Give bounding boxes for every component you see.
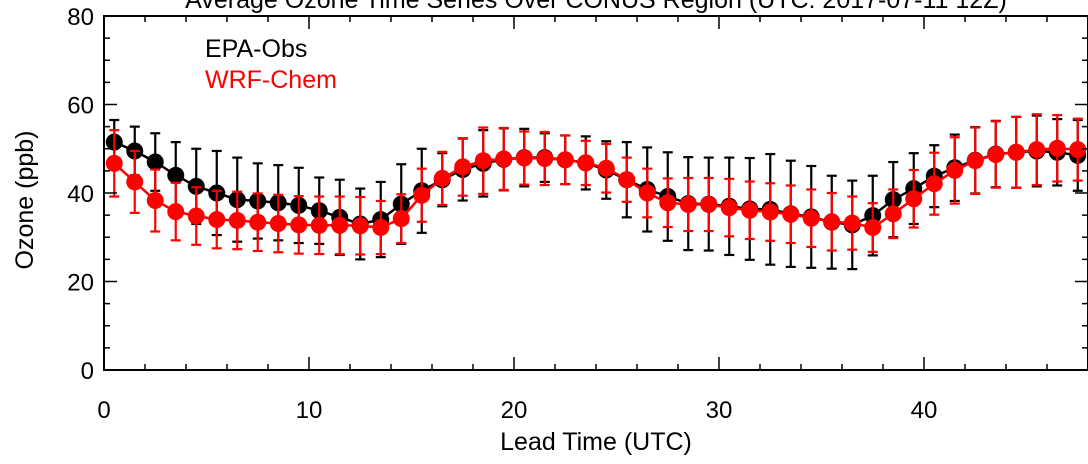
data-point-wrf-chem	[392, 210, 410, 228]
y-axis-title: Ozone (ppb)	[11, 131, 39, 270]
data-point-wrf-chem	[290, 216, 308, 234]
data-point-wrf-chem	[167, 203, 185, 221]
y-tick-label: 20	[67, 270, 94, 297]
data-point-wrf-chem	[1028, 141, 1046, 159]
data-point-wrf-chem	[864, 219, 882, 237]
data-point-wrf-chem	[105, 154, 123, 172]
data-point-wrf-chem	[1007, 143, 1025, 161]
data-point-wrf-chem	[618, 171, 636, 189]
x-tick-label: 0	[97, 397, 110, 424]
data-point-wrf-chem	[700, 196, 718, 214]
x-tick-label: 30	[706, 397, 733, 424]
legend: EPA-Obs WRF-Chem	[205, 35, 337, 94]
series-epa-obs	[105, 114, 1087, 271]
data-point-wrf-chem	[823, 213, 841, 231]
data-point-wrf-chem	[1048, 139, 1066, 157]
data-point-wrf-chem	[126, 173, 144, 191]
y-tick-label: 40	[67, 181, 94, 208]
data-point-wrf-chem	[905, 190, 923, 208]
x-tick-label: 10	[296, 397, 323, 424]
data-point-epa-obs	[146, 153, 164, 171]
data-point-wrf-chem	[495, 150, 513, 168]
data-point-wrf-chem	[884, 205, 902, 223]
data-point-wrf-chem	[659, 194, 677, 212]
data-point-wrf-chem	[597, 159, 615, 177]
data-point-wrf-chem	[536, 149, 554, 167]
data-point-wrf-chem	[925, 175, 943, 193]
legend-label-wrf-chem: WRF-Chem	[205, 66, 337, 94]
data-point-wrf-chem	[208, 211, 226, 229]
data-point-wrf-chem	[556, 151, 574, 169]
data-point-wrf-chem	[1069, 141, 1087, 159]
y-tick-label: 0	[81, 358, 94, 385]
data-point-epa-obs	[167, 166, 185, 184]
data-point-wrf-chem	[946, 161, 964, 179]
data-point-wrf-chem	[966, 152, 984, 170]
axes-layer: 0 10 20 30 40 0 20 40 60 80	[67, 4, 1088, 424]
data-point-wrf-chem	[679, 196, 697, 214]
data-point-wrf-chem	[228, 211, 246, 229]
legend-label-epa-obs: EPA-Obs	[205, 35, 307, 63]
data-point-wrf-chem	[249, 213, 267, 231]
data-point-wrf-chem	[515, 149, 533, 167]
data-point-wrf-chem	[331, 216, 349, 234]
error-bars-epa-obs	[109, 114, 1083, 271]
data-point-wrf-chem	[372, 219, 390, 237]
data-point-wrf-chem	[843, 214, 861, 232]
chart-title: Average Ozone Time Series Over CONUS Reg…	[185, 0, 1007, 14]
data-point-wrf-chem	[310, 216, 328, 234]
data-point-wrf-chem	[577, 154, 595, 172]
x-axis-title: Lead Time (UTC)	[500, 428, 692, 456]
y-tick-label: 80	[67, 4, 94, 31]
data-point-wrf-chem	[474, 152, 492, 170]
data-point-wrf-chem	[638, 184, 656, 202]
data-point-wrf-chem	[720, 199, 738, 217]
data-point-wrf-chem	[146, 192, 164, 210]
data-point-wrf-chem	[351, 217, 369, 235]
data-point-wrf-chem	[802, 209, 820, 227]
x-tick-label: 40	[911, 397, 938, 424]
y-tick-label: 60	[67, 93, 94, 120]
data-point-wrf-chem	[782, 205, 800, 223]
data-point-wrf-chem	[454, 158, 472, 176]
data-point-wrf-chem	[987, 146, 1005, 164]
data-point-wrf-chem	[413, 186, 431, 204]
series-wrf-chem	[105, 113, 1087, 256]
x-tick-label: 20	[501, 397, 528, 424]
data-point-wrf-chem	[741, 201, 759, 219]
data-point-wrf-chem	[433, 169, 451, 187]
data-point-wrf-chem	[269, 215, 287, 233]
series-layer	[105, 113, 1087, 271]
data-point-wrf-chem	[761, 203, 779, 221]
data-point-wrf-chem	[187, 207, 205, 225]
